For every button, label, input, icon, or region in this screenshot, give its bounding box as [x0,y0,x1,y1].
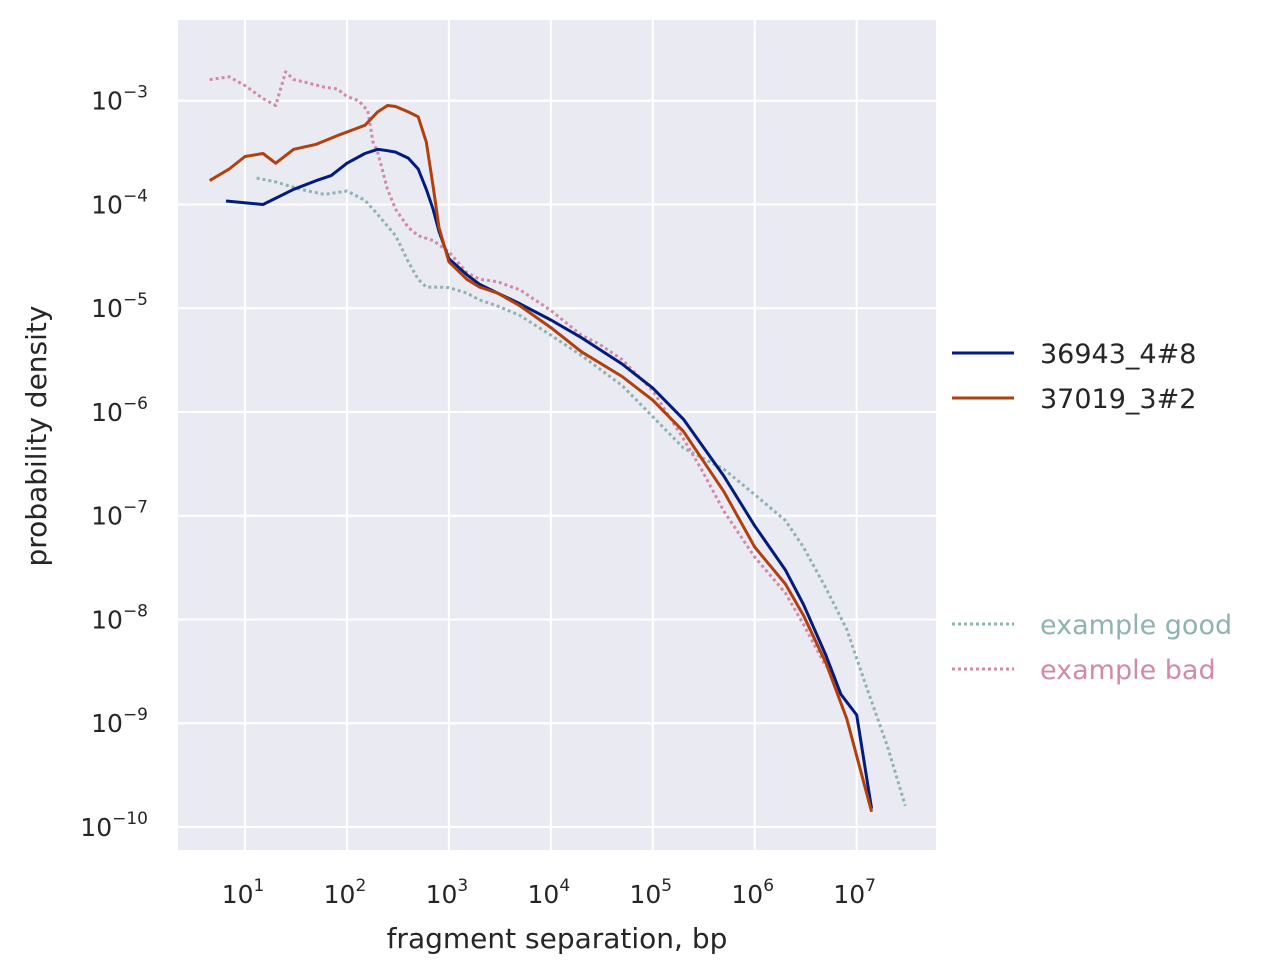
x-tick-exponent: 6 [763,876,774,896]
legend-label: 37019_3#2 [1040,384,1196,415]
y-tick-base: 10 [91,294,123,323]
y-axis-title: probability density [20,306,53,567]
x-tick-exponent: 7 [865,876,876,896]
y-tick-exponent: −3 [123,83,148,103]
x-tick-base: 10 [629,880,661,909]
y-tick-exponent: −6 [123,394,148,414]
y-tick-base: 10 [91,190,123,219]
y-tick-exponent: −5 [123,290,148,310]
x-tick-base: 10 [324,880,356,909]
y-tick-label: 10−8 [91,601,148,634]
series-layer [208,70,907,813]
x-tick-exponent: 5 [661,876,672,896]
y-tick-label: 10−9 [91,705,148,738]
legend-item: 36943_4#8 [952,339,1196,370]
legend-item: 37019_3#2 [952,384,1196,415]
y-tick-base: 10 [80,813,112,842]
x-tick-label: 102 [324,876,367,909]
legend-label: example good [1040,610,1232,641]
x-tick-base: 10 [833,880,865,909]
x-tick-base: 10 [528,880,560,909]
y-tick-base: 10 [91,605,123,634]
y-tick-base: 10 [91,87,123,116]
y-axis-ticks: 10−310−410−510−610−710−810−910−10 [80,83,148,842]
y-tick-label: 10−7 [91,498,148,531]
x-axis-ticks: 101 102 103 104 105 106 107 [222,876,876,909]
y-tick-exponent: −4 [123,186,148,206]
x-tick-base: 10 [222,880,254,909]
x-tick-label: 103 [426,876,469,909]
legend-label: 36943_4#8 [1040,339,1196,370]
y-tick-exponent: −8 [123,601,148,621]
x-tick-exponent: 1 [254,876,265,896]
y-tick-base: 10 [91,709,123,738]
legend-item: example bad [952,655,1216,686]
x-tick-exponent: 3 [457,876,468,896]
x-tick-label: 106 [731,876,774,909]
y-tick-exponent: −10 [112,809,148,829]
legend-label: example bad [1040,655,1216,686]
x-tick-exponent: 2 [355,876,366,896]
x-tick-label: 105 [629,876,672,909]
x-tick-label: 104 [528,876,571,909]
x-tick-exponent: 4 [559,876,570,896]
x-tick-base: 10 [731,880,763,909]
y-tick-label: 10−4 [91,186,148,219]
y-tick-exponent: −9 [123,705,148,725]
y-tick-exponent: −7 [123,498,148,518]
series-line-36943-4-8 [225,147,874,809]
y-tick-label: 10−5 [91,290,148,323]
y-tick-base: 10 [91,398,123,427]
series-line-example-bad [209,70,828,668]
x-tick-label: 101 [222,876,265,909]
series-line-example-good [256,176,907,807]
y-tick-label: 10−3 [91,83,148,116]
x-axis-title: fragment separation, bp [387,922,728,955]
x-tick-base: 10 [426,880,458,909]
y-tick-label: 10−10 [80,809,148,842]
y-tick-label: 10−6 [91,394,148,427]
legend-item: example good [952,610,1232,641]
x-tick-label: 107 [833,876,876,909]
y-tick-base: 10 [91,502,123,531]
series-line-37019-3-2 [208,104,874,813]
plot-area [178,20,936,850]
